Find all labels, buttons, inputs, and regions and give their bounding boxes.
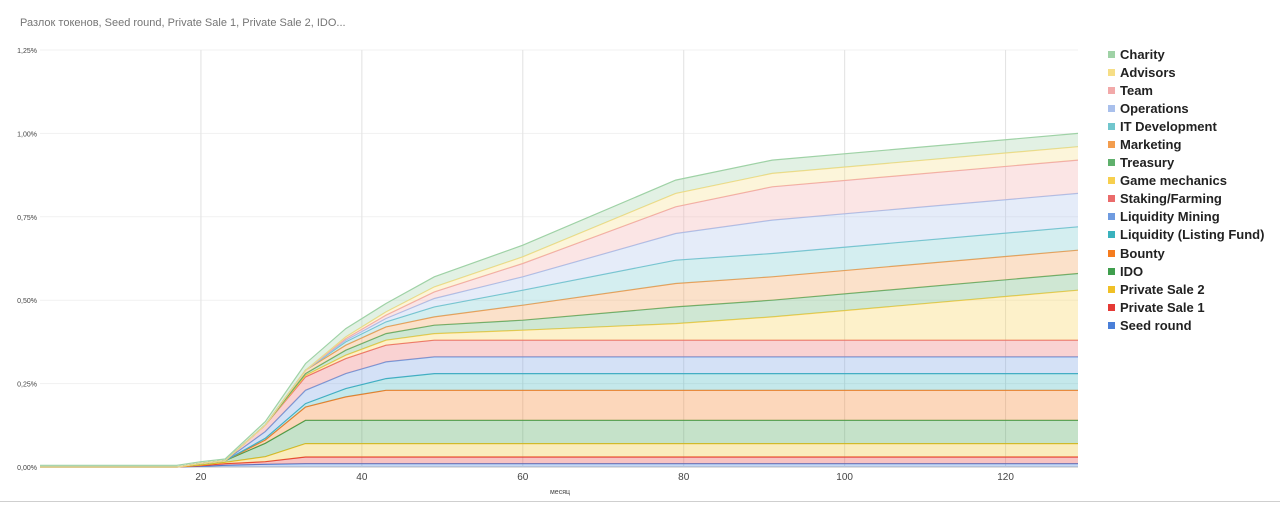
legend-swatch (1108, 141, 1115, 149)
legend-label: IDO (1120, 263, 1144, 279)
legend-item-it-development[interactable]: IT Development (1107, 117, 1277, 135)
bottom-divider (0, 501, 1280, 502)
legend-label: Advisors (1120, 64, 1176, 80)
legend-swatch (1108, 249, 1115, 257)
legend-swatch (1108, 159, 1115, 167)
y-tick-label: 0,00% (17, 465, 37, 472)
x-tick-label: 40 (356, 472, 368, 483)
y-tick-label: 1,25% (17, 48, 37, 55)
chart-legend: Charity Advisors Team Operations IT Developm… (1107, 45, 1277, 335)
chart-title: Разлок токенов, Seed round, Private Sale… (20, 17, 346, 29)
area-game-mechanics (40, 290, 1078, 467)
legend-swatch (1108, 195, 1115, 203)
legend-item-seed-round[interactable]: Seed round (1107, 316, 1277, 334)
legend-swatch (1108, 231, 1115, 239)
legend-item-private-sale-1[interactable]: Private Sale 1 (1107, 298, 1277, 316)
area-staking-farming (40, 340, 1078, 467)
legend-swatch (1108, 303, 1115, 311)
legend-swatch (1108, 177, 1115, 185)
area-ido (40, 420, 1078, 467)
legend-label: Private Sale 1 (1120, 299, 1205, 315)
legend-swatch (1108, 68, 1115, 76)
area-treasury (40, 273, 1078, 467)
area-marketing (40, 250, 1078, 467)
legend-item-ido[interactable]: IDO (1107, 262, 1277, 280)
area-bounty (40, 390, 1078, 467)
x-tick-label: 120 (997, 472, 1014, 483)
legend-label: Operations (1120, 100, 1189, 116)
legend-label: Liquidity (Listing Fund) (1120, 227, 1265, 243)
legend-swatch (1108, 267, 1115, 275)
legend-label: Seed round (1120, 317, 1192, 333)
legend-swatch (1108, 104, 1115, 112)
legend-item-private-sale-2[interactable]: Private Sale 2 (1107, 280, 1277, 298)
legend-label: Treasury (1120, 155, 1175, 171)
legend-swatch (1108, 86, 1115, 94)
legend-item-operations[interactable]: Operations (1107, 99, 1277, 117)
area-seed-round (40, 463, 1078, 467)
x-tick-label: 80 (678, 472, 690, 483)
area-private-sale-1 (40, 457, 1078, 467)
legend-swatch (1108, 50, 1115, 58)
legend-label: Team (1120, 82, 1153, 98)
legend-swatch (1108, 285, 1115, 293)
legend-item-liquidity-listing-fund[interactable]: Liquidity (Listing Fund) (1107, 226, 1277, 244)
line-charity (40, 132, 1079, 466)
legend-label: Game mechanics (1120, 173, 1227, 189)
x-tick-label: 100 (836, 472, 853, 483)
legend-label: IT Development (1120, 118, 1217, 134)
area-team (40, 160, 1078, 467)
legend-label: Charity (1120, 46, 1165, 62)
legend-item-bounty[interactable]: Bounty (1107, 244, 1277, 262)
legend-label: Marketing (1120, 137, 1182, 153)
area-private-sale-2 (40, 443, 1078, 467)
legend-item-charity[interactable]: Charity (1107, 45, 1277, 63)
line-advisors (40, 146, 1079, 468)
legend-item-advisors[interactable]: Advisors (1107, 63, 1277, 81)
legend-item-liquidity-mining[interactable]: Liquidity Mining (1107, 208, 1277, 226)
legend-item-staking-farming[interactable]: Staking/Farming (1107, 190, 1277, 208)
area-it-development (40, 226, 1078, 467)
legend-item-treasury[interactable]: Treasury (1107, 154, 1277, 172)
legend-label: Liquidity Mining (1120, 209, 1220, 225)
legend-item-team[interactable]: Team (1107, 81, 1277, 99)
legend-item-marketing[interactable]: Marketing (1107, 135, 1277, 153)
legend-label: Private Sale 2 (1120, 281, 1205, 297)
y-tick-label: 0,25% (17, 382, 37, 389)
legend-swatch (1108, 213, 1115, 221)
legend-item-game-mechanics[interactable]: Game mechanics (1107, 172, 1277, 190)
x-tick-label: 20 (195, 472, 207, 483)
legend-label: Staking/Farming (1120, 191, 1222, 207)
legend-swatch (1108, 321, 1115, 329)
area-operations (40, 193, 1078, 467)
area-liquidity-mining (40, 356, 1078, 467)
legend-swatch (1108, 122, 1115, 130)
y-tick-label: 1,00% (17, 131, 37, 138)
y-tick-label: 0,75% (17, 215, 37, 222)
legend-label: Bounty (1120, 245, 1165, 261)
x-tick-label: 60 (517, 472, 529, 483)
area-liquidity-listing-fund (40, 373, 1078, 467)
y-tick-label: 0,50% (17, 298, 37, 305)
x-axis-label: месяц (550, 489, 570, 496)
